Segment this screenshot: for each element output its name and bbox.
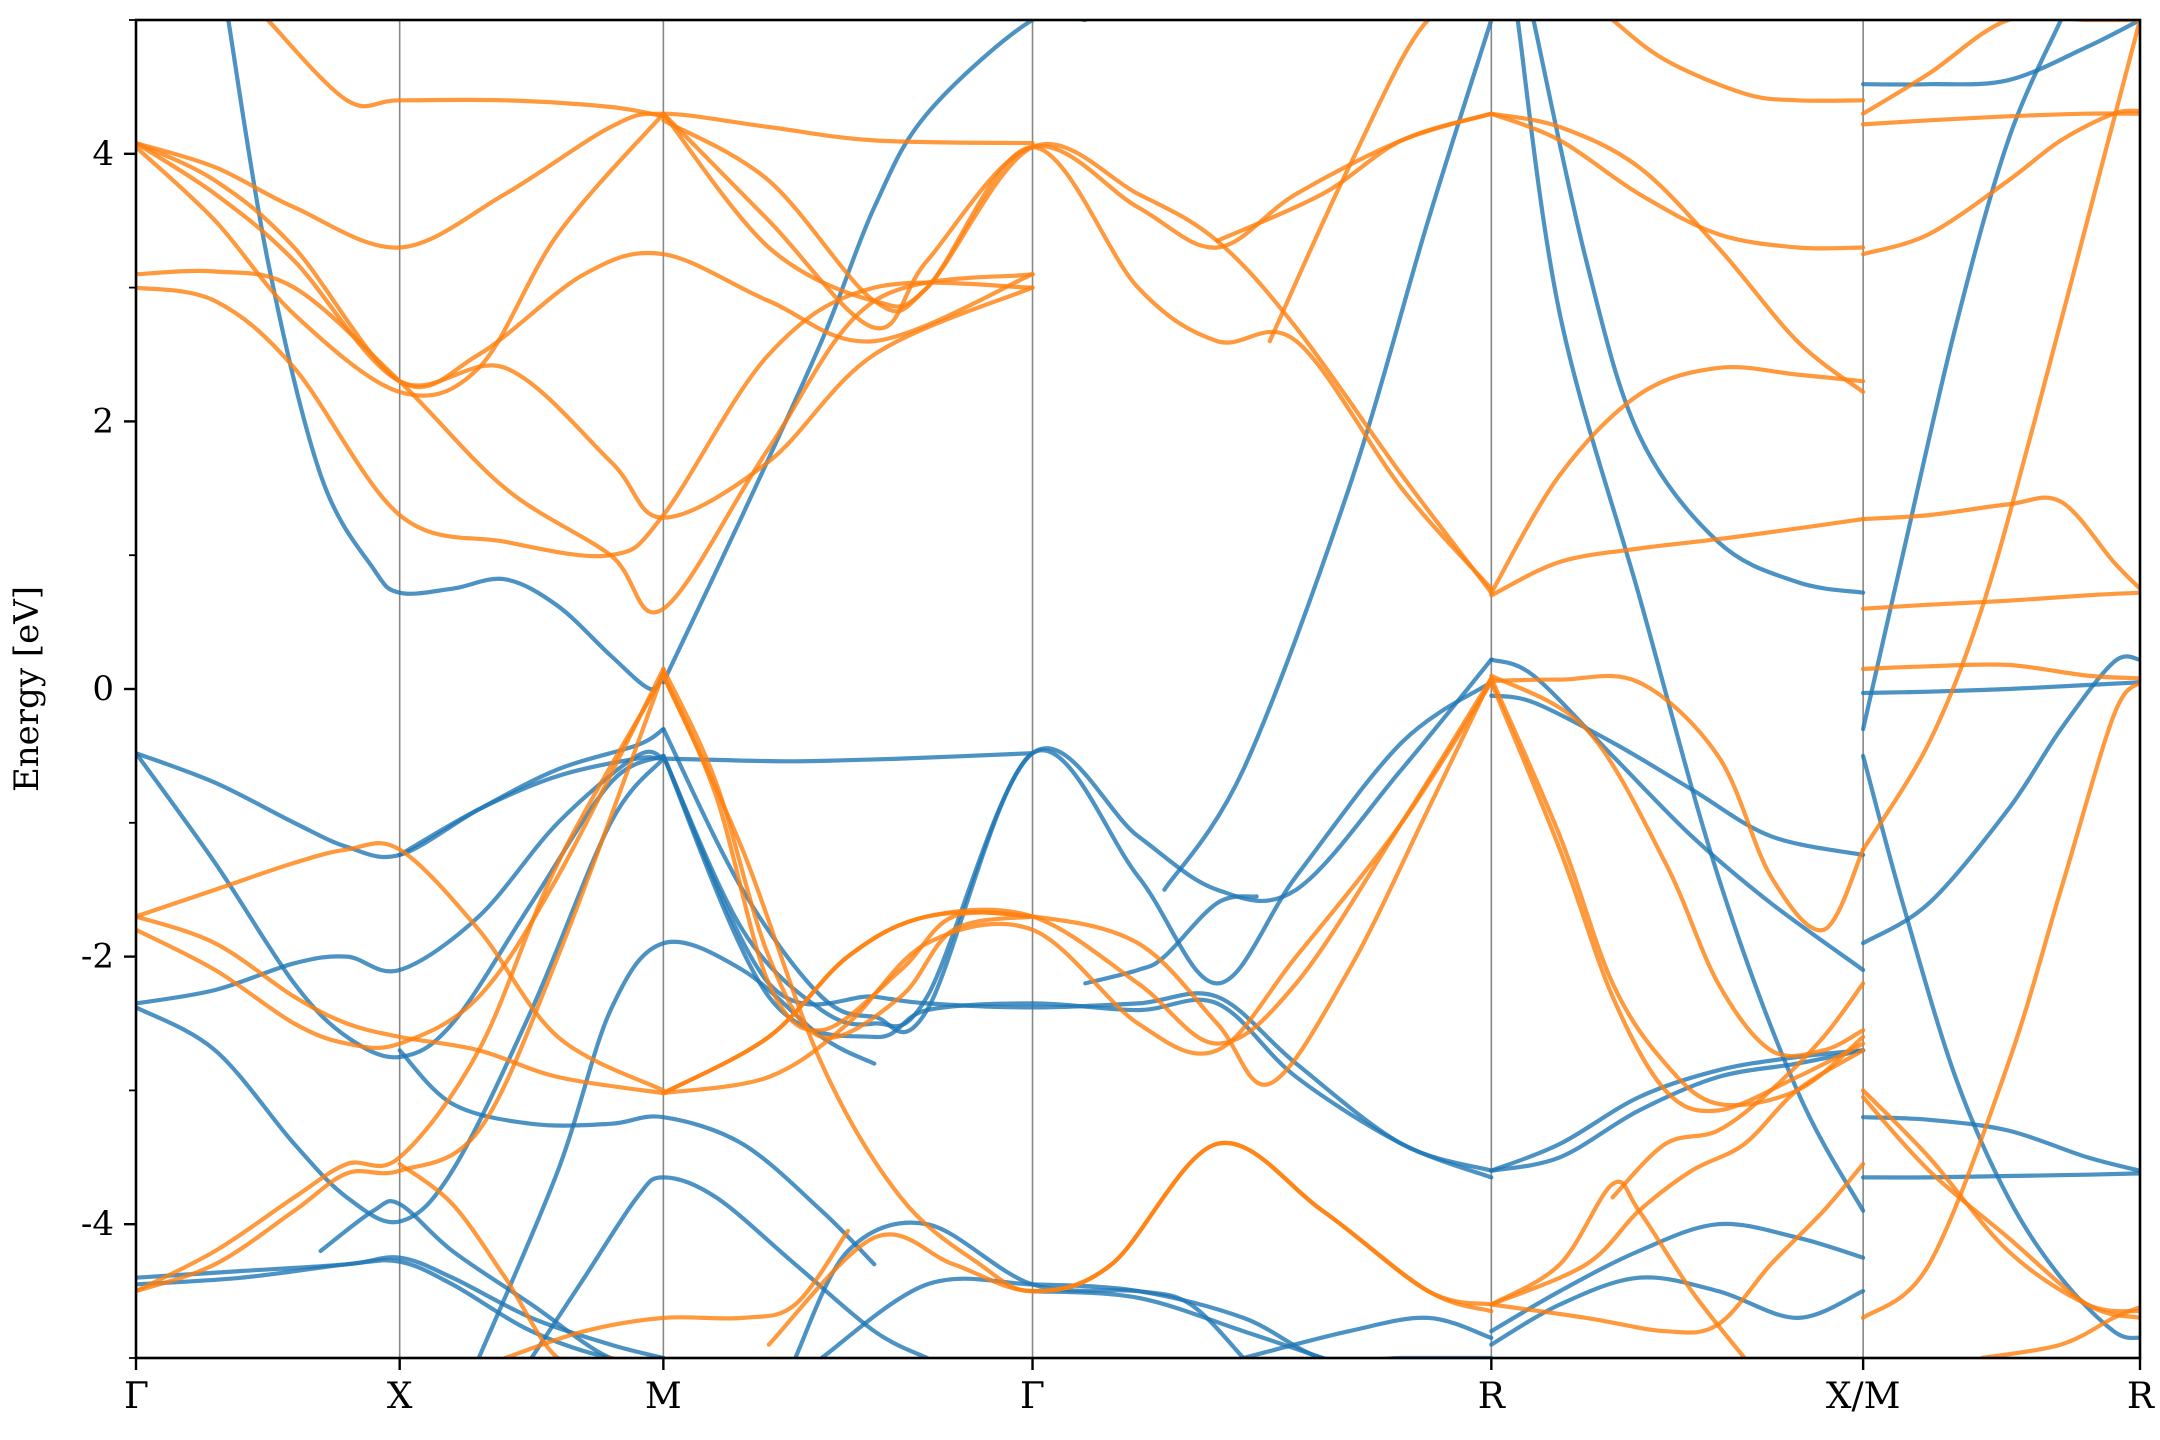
band-line-blue-36 xyxy=(1861,1171,2140,1180)
band-line-blue-27 xyxy=(1489,1275,1866,1347)
band-line-orange-81 xyxy=(1861,590,2140,611)
band-line-orange-51 xyxy=(1489,517,1866,598)
band-line-orange-74 xyxy=(1489,1048,1866,1307)
y-tick-label: -2 xyxy=(81,937,114,977)
band-line-blue-16 xyxy=(661,753,1494,1180)
band-line-blue-23 xyxy=(1489,657,1866,973)
band-line-orange-52 xyxy=(1489,111,1866,395)
band-line-blue-18 xyxy=(819,1276,1494,1358)
band-series xyxy=(136,20,2140,1358)
band-line-orange-86 xyxy=(1861,20,2140,852)
y-tick-label: -4 xyxy=(81,1204,114,1244)
band-line-blue-3 xyxy=(136,727,666,860)
band-line-orange-70 xyxy=(1489,680,1866,1114)
band-line-blue-28 xyxy=(1531,20,1866,595)
band-line-blue-7 xyxy=(136,1255,666,1358)
band-line-blue-14 xyxy=(661,657,1494,1029)
band-line-orange-41 xyxy=(136,141,1035,390)
band-line-blue-22 xyxy=(1489,693,1866,857)
x-tick-label: Γ xyxy=(1020,1376,1045,1417)
band-line-blue-4 xyxy=(136,751,666,1060)
band-line-orange-75 xyxy=(1489,1179,1747,1358)
band-line-orange-68 xyxy=(766,1140,1494,1347)
band-line-orange-46 xyxy=(661,118,1494,595)
band-line-orange-49 xyxy=(1267,20,1494,344)
band-line-orange-57 xyxy=(136,666,666,1050)
band-line-blue-31 xyxy=(1861,20,2140,87)
kpath-vertical-lines xyxy=(398,20,1864,1358)
x-tick-label: M xyxy=(645,1376,682,1417)
band-line-orange-43 xyxy=(265,20,666,119)
band-line-orange-54 xyxy=(1610,20,1866,103)
band-line-orange-55 xyxy=(136,841,666,1093)
band-line-orange-42 xyxy=(136,111,1035,250)
x-axis-ticks: Γ X M Γ R X/M R xyxy=(124,1358,2155,1417)
band-line-orange-48 xyxy=(1215,111,1494,243)
band-line-orange-80 xyxy=(1861,495,2140,591)
band-line-orange-39 xyxy=(136,280,1035,559)
y-axis-ticks: -4 -2 0 2 4 xyxy=(81,19,136,1359)
x-tick-label: Γ xyxy=(124,1376,149,1417)
band-line-blue-33 xyxy=(1861,680,2140,696)
x-tick-label: R xyxy=(1478,1376,1506,1417)
band-line-blue-34 xyxy=(1861,654,2140,946)
band-line-orange-85 xyxy=(1861,1095,2140,1320)
y-axis-label: Energy [eV] xyxy=(7,586,47,792)
band-line-blue-10 xyxy=(397,1048,877,1267)
band-line-blue-26 xyxy=(1489,1221,1866,1334)
band-line-blue-29 xyxy=(1515,20,1866,1213)
x-tick-label: X/M xyxy=(1826,1376,1901,1417)
y-tick-label: 2 xyxy=(92,401,114,441)
band-line-orange-59 xyxy=(136,670,666,1294)
band-line-orange-64 xyxy=(661,680,1494,1096)
band-line-orange-56 xyxy=(136,914,666,1096)
band-line-orange-60 xyxy=(397,1161,613,1358)
band-line-orange-66 xyxy=(661,676,1494,1096)
band-line-blue-8 xyxy=(136,1258,666,1358)
band-line-orange-50 xyxy=(1489,365,1866,595)
band-line-orange-58 xyxy=(136,673,666,1294)
band-line-blue-30 xyxy=(1241,1315,1494,1358)
x-tick-label: X xyxy=(387,1376,413,1417)
band-line-orange-87 xyxy=(1979,1305,2140,1358)
band-line-orange-47 xyxy=(661,111,1494,331)
band-line-orange-76 xyxy=(1610,981,1866,1200)
band-line-orange-61 xyxy=(503,1228,850,1358)
band-line-blue-32 xyxy=(1861,20,2063,732)
band-line-orange-83 xyxy=(1861,680,2140,1320)
band-line-orange-40 xyxy=(136,141,1035,520)
band-line-orange-78 xyxy=(1861,111,2140,127)
band-line-orange-72 xyxy=(1489,673,1866,1059)
band-line-blue-1 xyxy=(661,20,1088,685)
band-line-orange-53 xyxy=(1489,111,1866,251)
band-line-orange-45 xyxy=(661,111,1494,591)
band-line-blue-12 xyxy=(529,1175,930,1358)
band-line-orange-38 xyxy=(136,268,1035,615)
band-line-blue-0 xyxy=(226,20,666,692)
x-tick-label: R xyxy=(2127,1376,2155,1417)
band-line-orange-71 xyxy=(1489,673,1866,933)
band-line-blue-35 xyxy=(1861,1115,2140,1173)
y-tick-label: 4 xyxy=(92,134,114,174)
band-line-blue-21 xyxy=(1162,20,1494,892)
band-line-orange-82 xyxy=(1861,662,2140,681)
y-tick-label: 0 xyxy=(92,669,114,709)
band-line-orange-44 xyxy=(136,111,666,398)
